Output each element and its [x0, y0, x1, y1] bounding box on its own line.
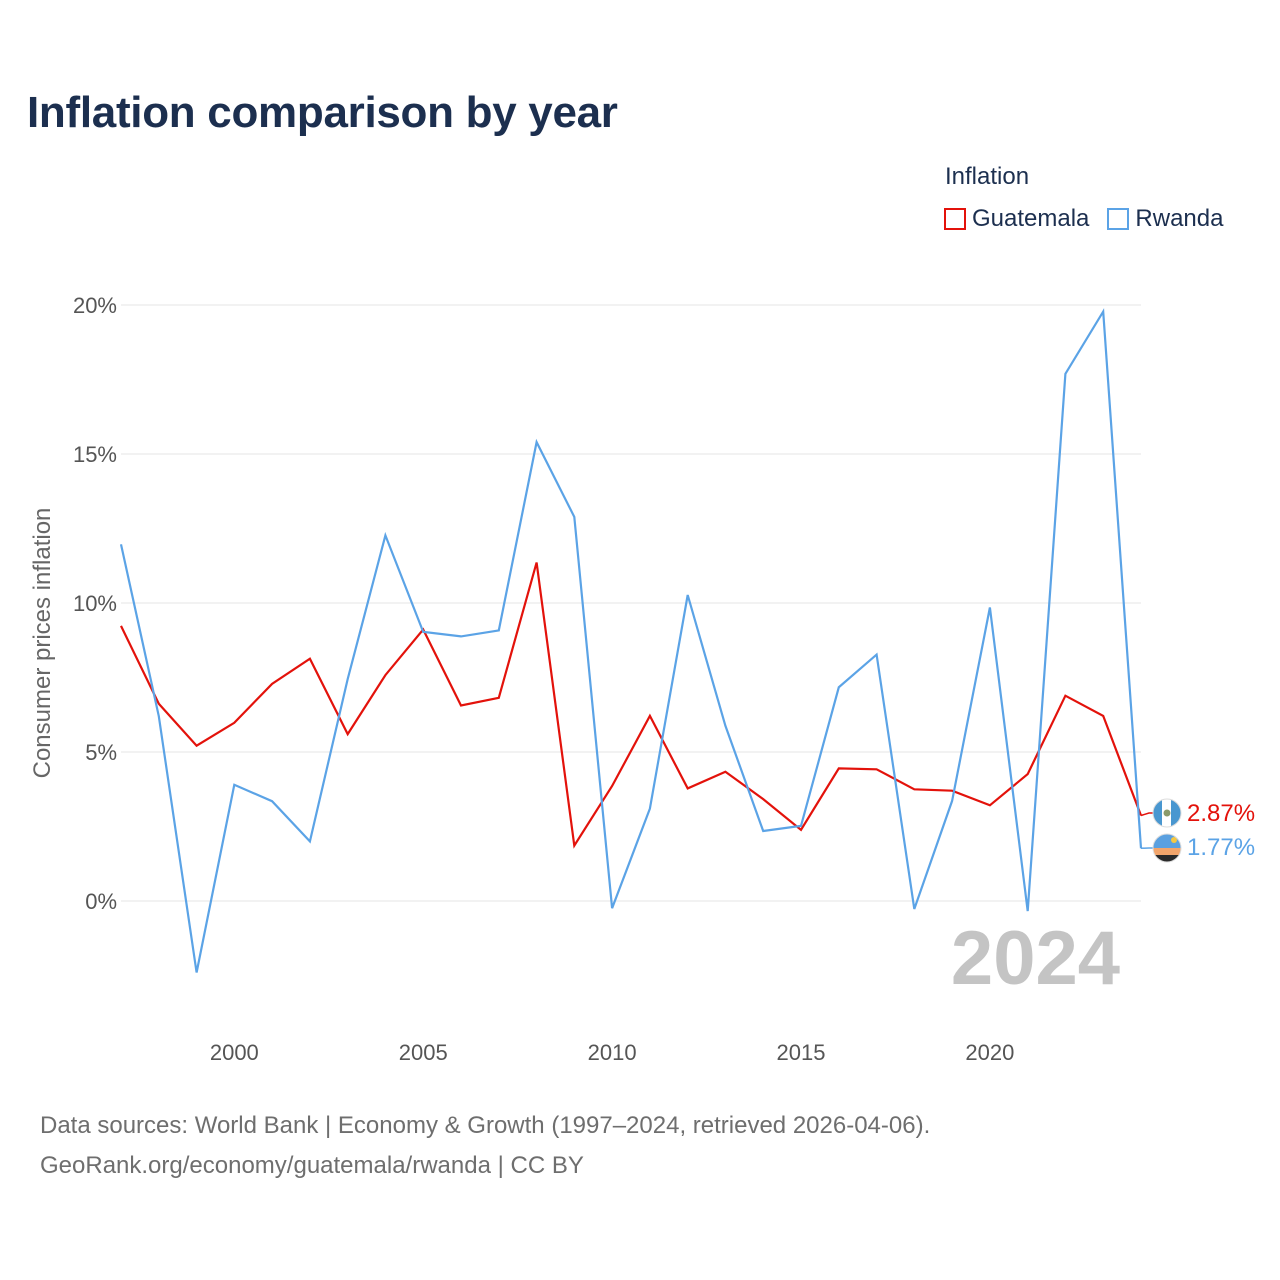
x-tick-label: 2000	[210, 1040, 259, 1065]
footer-link: GeoRank.org/economy/guatemala/rwanda | C…	[40, 1152, 584, 1179]
series-line-rwanda[interactable]	[119, 308, 1143, 973]
y-tick-label: 15%	[73, 442, 117, 467]
end-connector-guatemala	[1140, 812, 1153, 817]
series-line-guatemala[interactable]	[120, 562, 1143, 849]
end-label-guatemala: 2.87%	[1187, 800, 1255, 827]
legend-swatch-rwanda	[1107, 208, 1130, 230]
end-labels: 2.87% 1.77%	[1152, 798, 1255, 863]
footer-sources: Data sources: World Bank | Economy & Gro…	[40, 1112, 931, 1139]
end-label-rwanda: 1.77%	[1187, 834, 1255, 861]
y-tick-label: 20%	[73, 293, 117, 318]
x-tick-label: 2010	[588, 1040, 637, 1065]
series-lines	[119, 308, 1153, 973]
legend-title: Inflation	[945, 163, 1030, 190]
rwanda-flag-icon	[1152, 833, 1182, 863]
x-tick-label: 2005	[399, 1040, 448, 1065]
year-watermark: 2024	[951, 916, 1120, 1001]
legend-label-rwanda: Rwanda	[1135, 205, 1224, 232]
y-axis-ticks: 0% 5% 10% 15% 20%	[73, 293, 117, 914]
y-tick-label: 0%	[85, 889, 117, 914]
legend: Guatemala Rwanda	[944, 205, 1223, 233]
footer: Data sources: World Bank | Economy & Gro…	[40, 1106, 930, 1186]
y-axis-label: Consumer prices inflation	[29, 508, 56, 779]
legend-item-guatemala[interactable]: Guatemala	[944, 205, 1089, 233]
x-axis-ticks: 2000 2005 2010 2015 2020	[210, 1040, 1015, 1065]
legend-swatch-guatemala	[944, 208, 966, 230]
legend-item-rwanda[interactable]: Rwanda	[1107, 205, 1223, 233]
x-tick-label: 2015	[777, 1040, 826, 1065]
x-tick-label: 2020	[965, 1040, 1014, 1065]
legend-label-guatemala: Guatemala	[972, 205, 1090, 232]
grid-lines	[121, 304, 1141, 902]
y-tick-label: 5%	[85, 740, 117, 765]
y-tick-label: 10%	[73, 591, 117, 616]
guatemala-flag-icon	[1152, 798, 1182, 828]
chart-title: Inflation comparison by year	[27, 88, 618, 137]
